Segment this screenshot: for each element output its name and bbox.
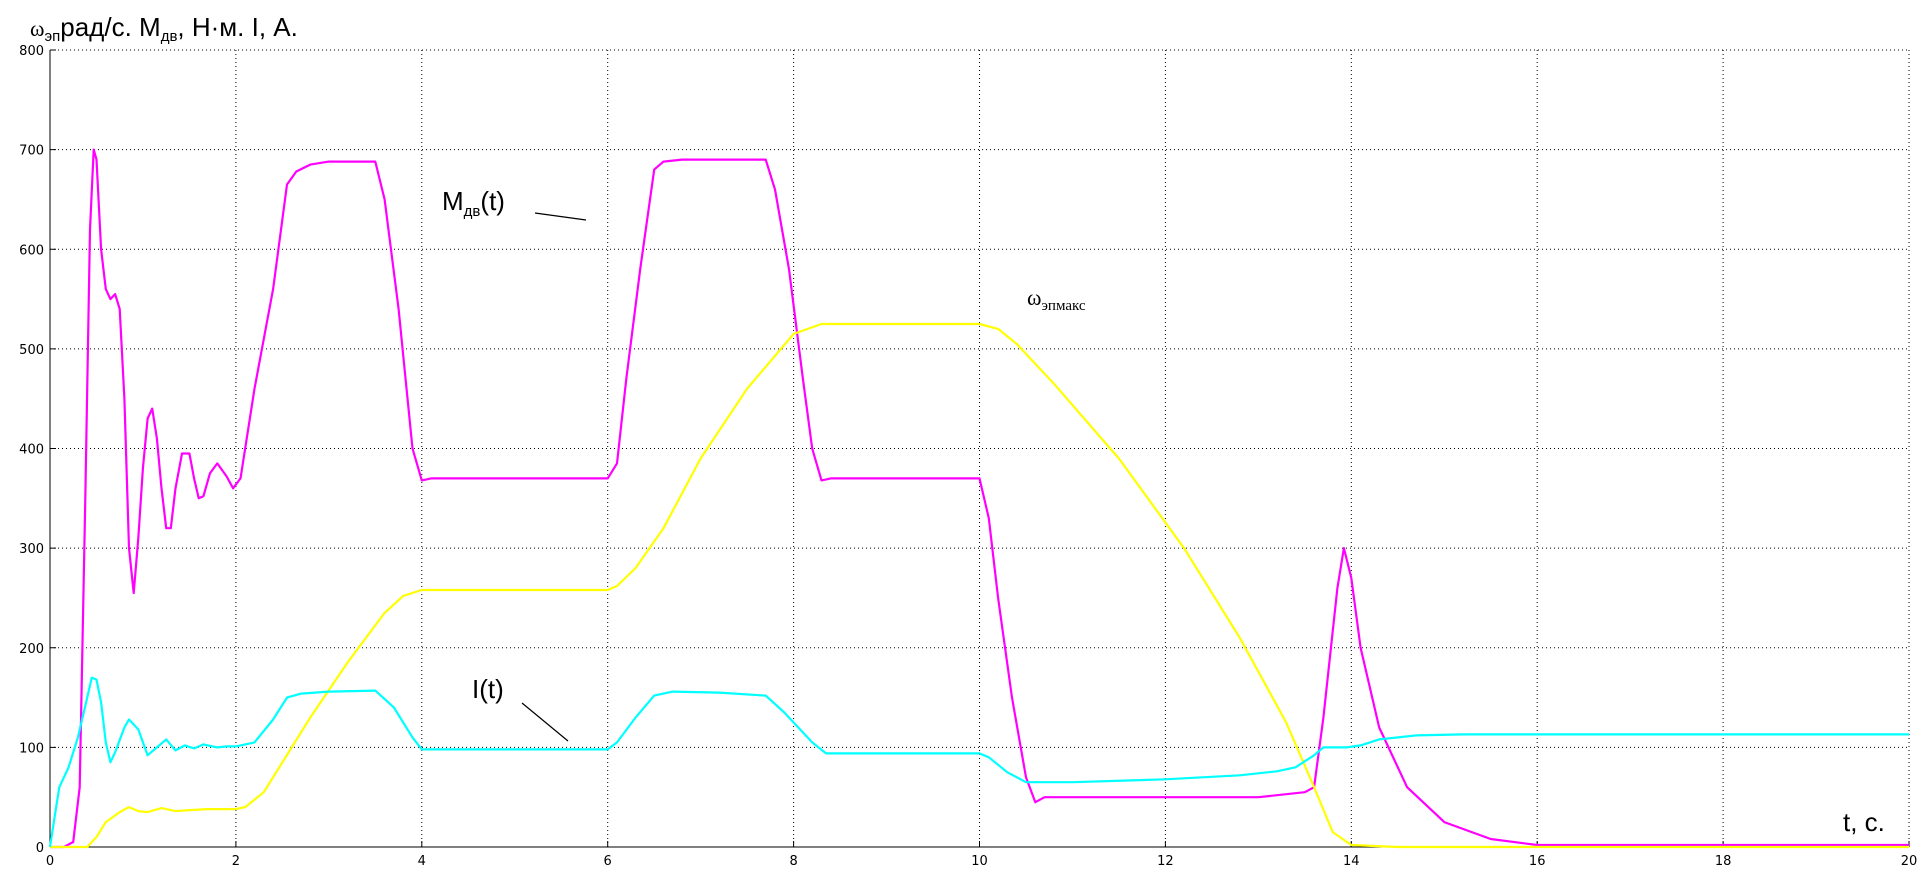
series-line-1 <box>50 322 1909 849</box>
y-axis-label: ωэпрад/с. Мдв, Н·м. I, А. <box>30 12 298 45</box>
annotation-torque-label: Мдв(t) <box>442 186 505 220</box>
series-line-0 <box>50 148 1909 849</box>
series-line-2 <box>48 676 1909 848</box>
annotation-omega-label: ωэпмакс <box>1027 285 1086 314</box>
series-group <box>48 148 1909 849</box>
y-tick-label: 400 <box>19 443 44 458</box>
y-tick-label: 600 <box>19 243 44 258</box>
x-tick-label: 6 <box>604 854 612 869</box>
y-tick-label: 700 <box>19 144 44 159</box>
annotation-torque-pointer <box>534 212 587 221</box>
grid <box>50 49 1910 847</box>
y-tick-label: 500 <box>19 343 44 358</box>
annotation-current-pointer <box>521 702 569 742</box>
x-tick-label: 10 <box>971 854 988 869</box>
x-tick-label: 2 <box>232 854 240 869</box>
x-tick-label: 4 <box>418 854 426 869</box>
x-tick-label: 20 <box>1901 854 1918 869</box>
y-tick-label: 800 <box>19 44 44 59</box>
y-tick-label: 300 <box>19 542 44 557</box>
x-tick-label: 16 <box>1529 854 1546 869</box>
annotation-current-label: I(t) <box>472 674 504 704</box>
x-tick-label: 12 <box>1157 854 1174 869</box>
y-tick-labels: 0 100 200 300 400 500 600 700 800 <box>19 44 56 856</box>
y-tick-label: 0 <box>36 841 44 856</box>
x-tick-label: 14 <box>1343 854 1360 869</box>
y-tick-label: 100 <box>19 741 44 756</box>
x-tick-label: 8 <box>789 854 797 869</box>
x-axis-label: t, с. <box>1843 807 1885 837</box>
x-tick-label: 18 <box>1715 854 1732 869</box>
y-tick-label: 200 <box>19 642 44 657</box>
x-tick-label: 0 <box>46 854 54 869</box>
